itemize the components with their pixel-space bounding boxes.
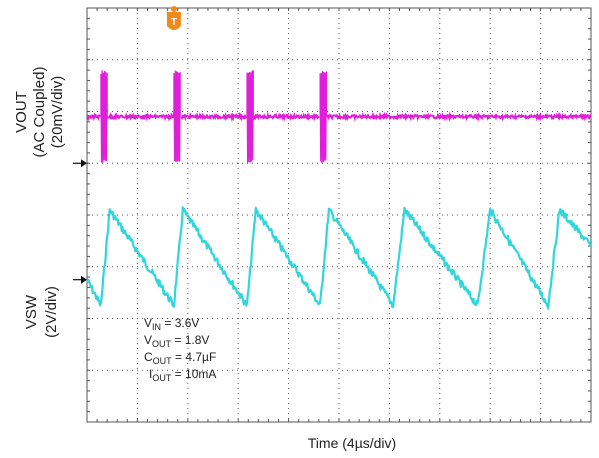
channel-markers xyxy=(73,159,87,284)
trigger-marker-label: T xyxy=(171,17,177,28)
vsw-baseline-trace xyxy=(180,111,248,123)
vout-label-line-1: VOUT xyxy=(13,91,30,133)
trigger-marker: T xyxy=(166,6,181,30)
vsw-label-line-2: (2V/div) xyxy=(43,286,60,338)
channel-marker-arrow-2 xyxy=(81,159,87,168)
vout-label-line-3: (20mV/div) xyxy=(49,76,66,149)
trigger-marker-shape xyxy=(166,12,181,30)
vsw-burst-4 xyxy=(319,70,327,164)
condition-vin: VIN = 3.6V xyxy=(144,316,199,332)
condition-iout: IOUT = 10mA xyxy=(149,367,216,383)
vsw-baseline-trace xyxy=(252,111,320,122)
channel-marker-arrow-1 xyxy=(81,275,87,284)
vsw-label-line-1: VSW xyxy=(23,294,40,329)
vsw-baseline-trace xyxy=(325,111,592,122)
plot-grid xyxy=(86,7,592,423)
vout-waveform-group xyxy=(85,206,592,310)
vsw-waveform-group xyxy=(86,70,592,164)
vsw-baseline-trace xyxy=(106,111,175,122)
trigger-marker-dot xyxy=(170,6,177,12)
condition-vout: VOUT = 1.8V xyxy=(144,333,209,349)
vsw-burst-1 xyxy=(100,70,108,164)
condition-cout: COUT = 4.7µF xyxy=(144,350,216,366)
test-conditions: VIN = 3.6V VOUT = 1.8V COUT = 4.7µF IOUT… xyxy=(144,316,216,383)
x-axis-label: Time (4µs/div) xyxy=(308,435,396,451)
vsw-burst-2 xyxy=(173,70,181,162)
vsw-baseline-trace xyxy=(86,112,102,122)
vout-label-line-2: (AC Coupled) xyxy=(31,67,48,158)
vsw-burst-3 xyxy=(246,70,254,164)
vout-trace xyxy=(85,206,592,310)
